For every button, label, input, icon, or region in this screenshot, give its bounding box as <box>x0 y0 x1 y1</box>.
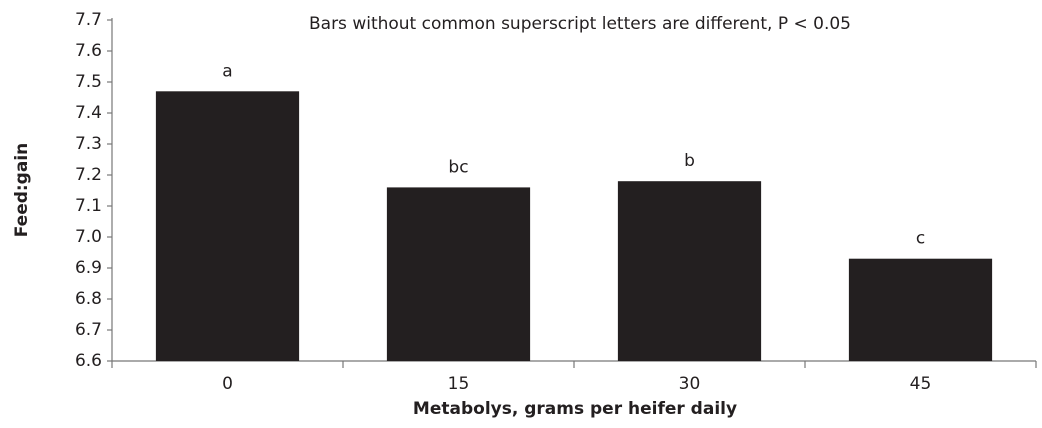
x-tick-label: 0 <box>222 374 233 394</box>
y-tick-label: 7.4 <box>75 103 102 123</box>
y-tick-label: 7.3 <box>75 134 102 154</box>
bar <box>848 258 993 361</box>
y-tick-label: 7.0 <box>75 227 102 247</box>
y-tick-label: 6.7 <box>75 320 102 340</box>
bar-annotation: b <box>684 151 695 171</box>
bar <box>386 187 531 361</box>
y-axis-label: Feed:gain <box>12 143 32 238</box>
y-tick-label: 6.8 <box>75 289 102 309</box>
x-tick-label: 45 <box>910 374 932 394</box>
y-tick-label: 7.5 <box>75 72 102 92</box>
y-tick-label: 6.6 <box>75 351 102 371</box>
bar <box>155 91 300 362</box>
bar <box>617 181 762 361</box>
bar-annotation: a <box>222 61 232 81</box>
y-tick-label: 7.7 <box>75 10 102 30</box>
y-tick-label: 7.2 <box>75 165 102 185</box>
bar-annotation: c <box>916 229 925 249</box>
x-tick-label: 30 <box>679 374 701 394</box>
y-tick-label: 7.1 <box>75 196 102 216</box>
x-tick-label: 15 <box>448 374 470 394</box>
bar-annotation: bc <box>448 157 468 177</box>
y-tick-label: 7.6 <box>75 41 102 61</box>
chart-title: Bars without common superscript letters … <box>309 14 851 34</box>
y-tick-label: 6.9 <box>75 258 102 278</box>
x-axis-label: Metabolys, grams per heifer daily <box>413 399 737 419</box>
